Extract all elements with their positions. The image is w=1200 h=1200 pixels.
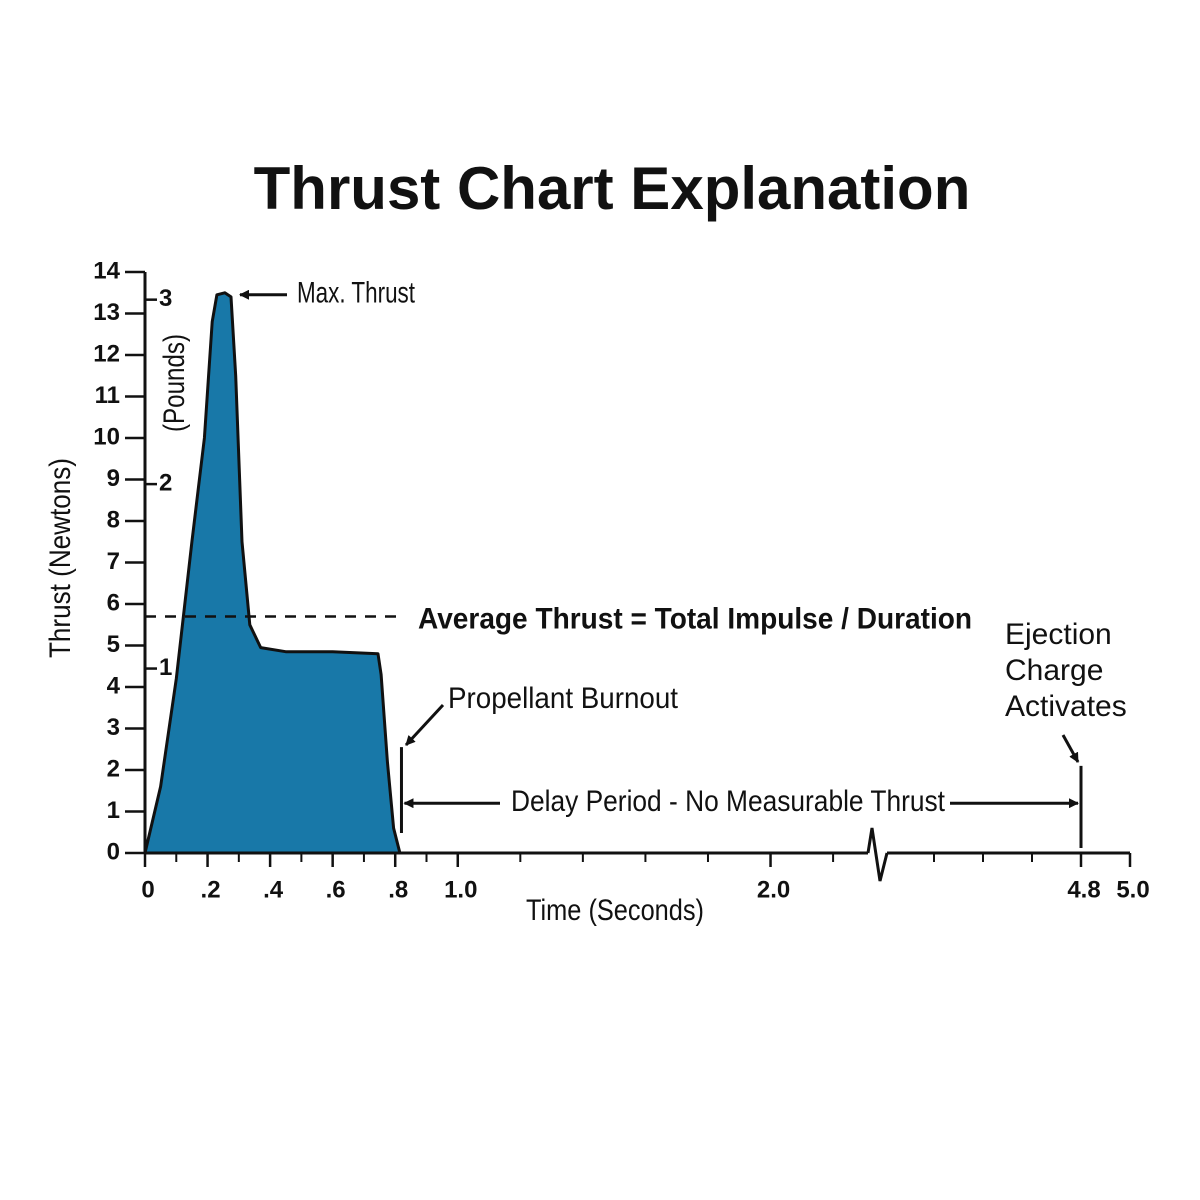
y2-tick-label: 1 [159,654,172,681]
x-tick-label: 5.0 [1116,876,1149,903]
burnout-arrow [404,703,445,747]
y-tick-label: 8 [107,506,120,533]
x-tick-label: .2 [201,876,221,903]
thrust-area [143,291,402,855]
x-axis-label: Time (Seconds) [526,894,704,927]
y-tick-label: 12 [93,340,120,367]
ejection-label: Activates [1005,690,1127,723]
y-tick-label: 0 [107,838,120,865]
y-tick-label: 9 [107,465,120,492]
y-tick-label: 14 [93,257,120,284]
y-tick-label: 3 [107,714,120,741]
burnout-label: Propellant Burnout [448,682,679,715]
x-tick-label: .8 [388,876,408,903]
chart-title: Thrust Chart Explanation [254,155,971,222]
x-tick-label: 0 [141,876,154,903]
ejection-label: Ejection [1005,618,1112,651]
y-axis-label: Thrust (Newtons) [44,458,77,658]
y2-axis-label: (Pounds) [158,334,191,432]
x-tick-label: 4.8 [1067,876,1100,903]
y2-tick-label: 3 [159,285,172,312]
x-tick-label: 1.0 [444,876,477,903]
y-tick-label: 7 [107,548,120,575]
x-tick-label: .4 [263,876,284,903]
y-tick-label: 1 [107,797,120,824]
y2-tick-label: 2 [159,469,172,496]
y-tick-label: 11 [95,382,120,409]
y-tick-label: 4 [107,672,121,699]
ejection-label: Charge [1005,654,1103,687]
x-tick-label: 2.0 [757,876,790,903]
axis-break [866,827,889,882]
delay-label: Delay Period - No Measurable Thrust [511,785,946,818]
y-tick-label: 13 [93,299,120,326]
y-tick-label: 2 [107,755,120,782]
x-tick-label: .6 [326,876,346,903]
y-tick-label: 5 [107,631,120,658]
y-tick-label: 6 [107,589,120,616]
y-tick-label: 10 [93,423,120,450]
max-thrust-label: Max. Thrust [297,277,415,310]
ejection-arrow [1061,734,1080,763]
average-label: Average Thrust = Total Impulse / Duratio… [418,602,972,635]
